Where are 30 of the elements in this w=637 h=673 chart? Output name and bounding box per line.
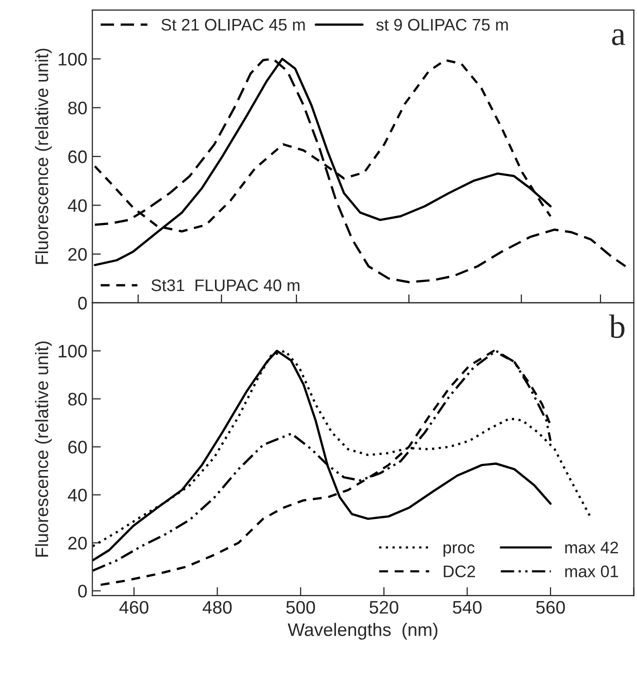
y-tick-label: 40 bbox=[68, 199, 87, 212]
y-tick-label: 80 bbox=[68, 102, 87, 114]
y-tick-label: 0 bbox=[78, 584, 87, 598]
x-tick-label: 540 bbox=[452, 600, 482, 614]
y-axis-title: Fluorescence (relative unit) bbox=[34, 48, 52, 264]
legend-label: St31 FLUPAC 40 m bbox=[151, 279, 300, 292]
x-tick-label: 520 bbox=[370, 600, 398, 614]
x-axis-title: Wavelengths (nm) bbox=[288, 622, 438, 640]
legend-label: max 01 bbox=[565, 566, 618, 578]
annotation: b bbox=[609, 314, 624, 338]
x-tick-label: 560 bbox=[536, 600, 565, 614]
y-tick-label: 0 bbox=[78, 296, 87, 310]
legend-label: max 42 bbox=[565, 542, 618, 554]
legend-label: st 9 OLIPAC 75 m bbox=[376, 18, 508, 31]
legend-label: St 21 OLIPAC 45 m bbox=[161, 18, 305, 31]
x-tick-label: 480 bbox=[202, 600, 232, 614]
y-tick-label: 60 bbox=[68, 150, 87, 164]
y-tick-label: 40 bbox=[68, 488, 87, 502]
legend-label: DC2 bbox=[444, 566, 475, 578]
x-tick-label: 460 bbox=[119, 600, 148, 614]
annotation: a bbox=[612, 29, 626, 46]
y-tick-label: 60 bbox=[68, 440, 87, 454]
y-axis-title: Fluorescence (relative unit) bbox=[34, 341, 52, 557]
legend-label: proc bbox=[444, 544, 474, 557]
y-tick-label: 100 bbox=[58, 344, 87, 358]
y-tick-label: 100 bbox=[58, 52, 87, 66]
y-tick-label: 80 bbox=[68, 392, 87, 406]
y-tick-label: 20 bbox=[68, 536, 87, 550]
x-tick-label: 500 bbox=[286, 600, 315, 614]
y-tick-label: 20 bbox=[68, 248, 87, 261]
